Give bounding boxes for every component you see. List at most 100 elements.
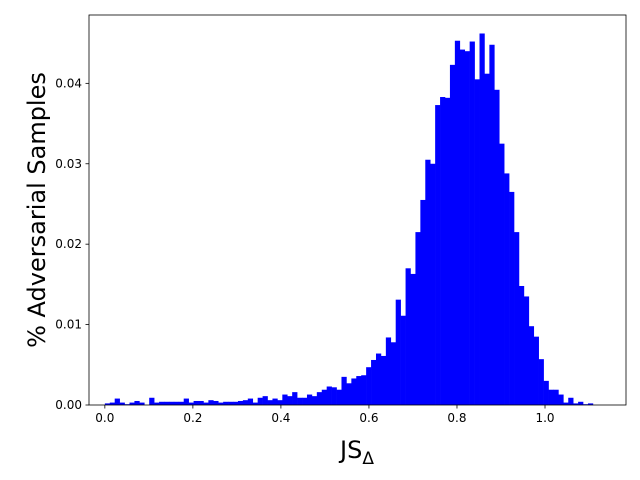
bar <box>203 402 209 405</box>
bar <box>252 402 258 405</box>
bar <box>469 41 475 406</box>
bar <box>375 353 382 405</box>
bar <box>514 232 520 405</box>
y-axis-label: % Adversarial Samples <box>23 72 51 348</box>
bar <box>578 401 584 405</box>
bar <box>159 401 165 405</box>
x-tick-label: 0.8 <box>447 411 466 425</box>
bar <box>297 397 303 405</box>
bar <box>459 49 466 405</box>
bar <box>154 402 160 405</box>
bar <box>509 191 515 405</box>
bar <box>218 402 224 405</box>
bar <box>311 396 318 405</box>
bar <box>385 337 392 405</box>
y-tick-label: 0.04 <box>55 76 82 90</box>
plot-frame <box>88 14 627 406</box>
bar <box>198 400 204 405</box>
bar <box>326 386 332 405</box>
bar <box>262 396 268 405</box>
bar <box>587 403 594 405</box>
bar <box>548 389 554 405</box>
bar <box>302 397 308 405</box>
bar <box>538 359 544 405</box>
x-tick-label: 1.0 <box>535 411 554 425</box>
bar <box>223 401 229 405</box>
bar <box>242 400 249 405</box>
bar <box>390 342 397 405</box>
y-tick-label: 0.01 <box>55 318 82 332</box>
y-tick-label: 0.00 <box>55 398 82 412</box>
x-axis-label: JSΔ <box>338 436 374 469</box>
bar <box>306 394 313 405</box>
x-label-subscript: Δ <box>362 449 374 469</box>
bar <box>405 268 411 405</box>
bar <box>528 326 535 405</box>
bar <box>523 296 530 405</box>
bar <box>277 400 283 405</box>
y-tick-label: 0.03 <box>55 157 82 171</box>
bar <box>553 389 559 405</box>
bar <box>341 376 347 405</box>
bar <box>233 401 239 405</box>
x-tick-label: 0.6 <box>359 411 378 425</box>
bar <box>425 159 431 405</box>
bar <box>321 389 327 405</box>
bar <box>380 355 387 405</box>
bar <box>464 51 470 405</box>
bar <box>109 402 116 405</box>
bar <box>351 378 357 405</box>
bar <box>188 402 194 405</box>
bar <box>272 398 278 405</box>
bar <box>504 173 510 405</box>
bar <box>435 105 441 405</box>
bar <box>237 400 244 405</box>
bar <box>395 299 401 405</box>
bar <box>489 44 495 406</box>
bar <box>331 387 337 405</box>
bar <box>454 40 461 405</box>
x-label-main: JS <box>338 436 362 464</box>
bar <box>449 64 456 406</box>
bar <box>247 398 254 405</box>
bar <box>208 400 214 405</box>
bar <box>267 400 273 405</box>
bar <box>410 273 416 405</box>
bar <box>533 336 539 405</box>
bar <box>499 143 505 405</box>
bar <box>479 33 485 406</box>
bar <box>430 163 436 405</box>
bar <box>568 397 574 405</box>
x-tick-label: 0.0 <box>95 411 114 425</box>
bar <box>563 402 569 405</box>
bar <box>356 376 362 405</box>
bar <box>124 404 130 405</box>
bar <box>129 402 135 405</box>
bar <box>114 398 120 405</box>
bar <box>183 398 189 405</box>
bar <box>104 403 111 405</box>
bar <box>573 403 579 405</box>
bar <box>558 394 564 405</box>
bar <box>484 73 490 405</box>
bar <box>178 401 185 405</box>
bar <box>366 367 372 405</box>
x-tick-label: 0.2 <box>183 411 202 425</box>
bar <box>149 397 155 405</box>
bar <box>316 392 323 405</box>
bar <box>134 400 140 405</box>
bar <box>583 404 589 405</box>
bar <box>494 89 500 405</box>
bar <box>346 383 352 405</box>
bar <box>173 401 180 405</box>
bar <box>282 394 288 405</box>
bar <box>292 392 298 405</box>
bar <box>139 402 145 405</box>
bar <box>518 285 525 405</box>
bar <box>228 401 234 405</box>
bar <box>415 232 421 405</box>
bar <box>474 79 480 405</box>
x-tick-label: 0.4 <box>271 411 290 425</box>
bar <box>213 400 219 405</box>
bar <box>336 389 342 405</box>
